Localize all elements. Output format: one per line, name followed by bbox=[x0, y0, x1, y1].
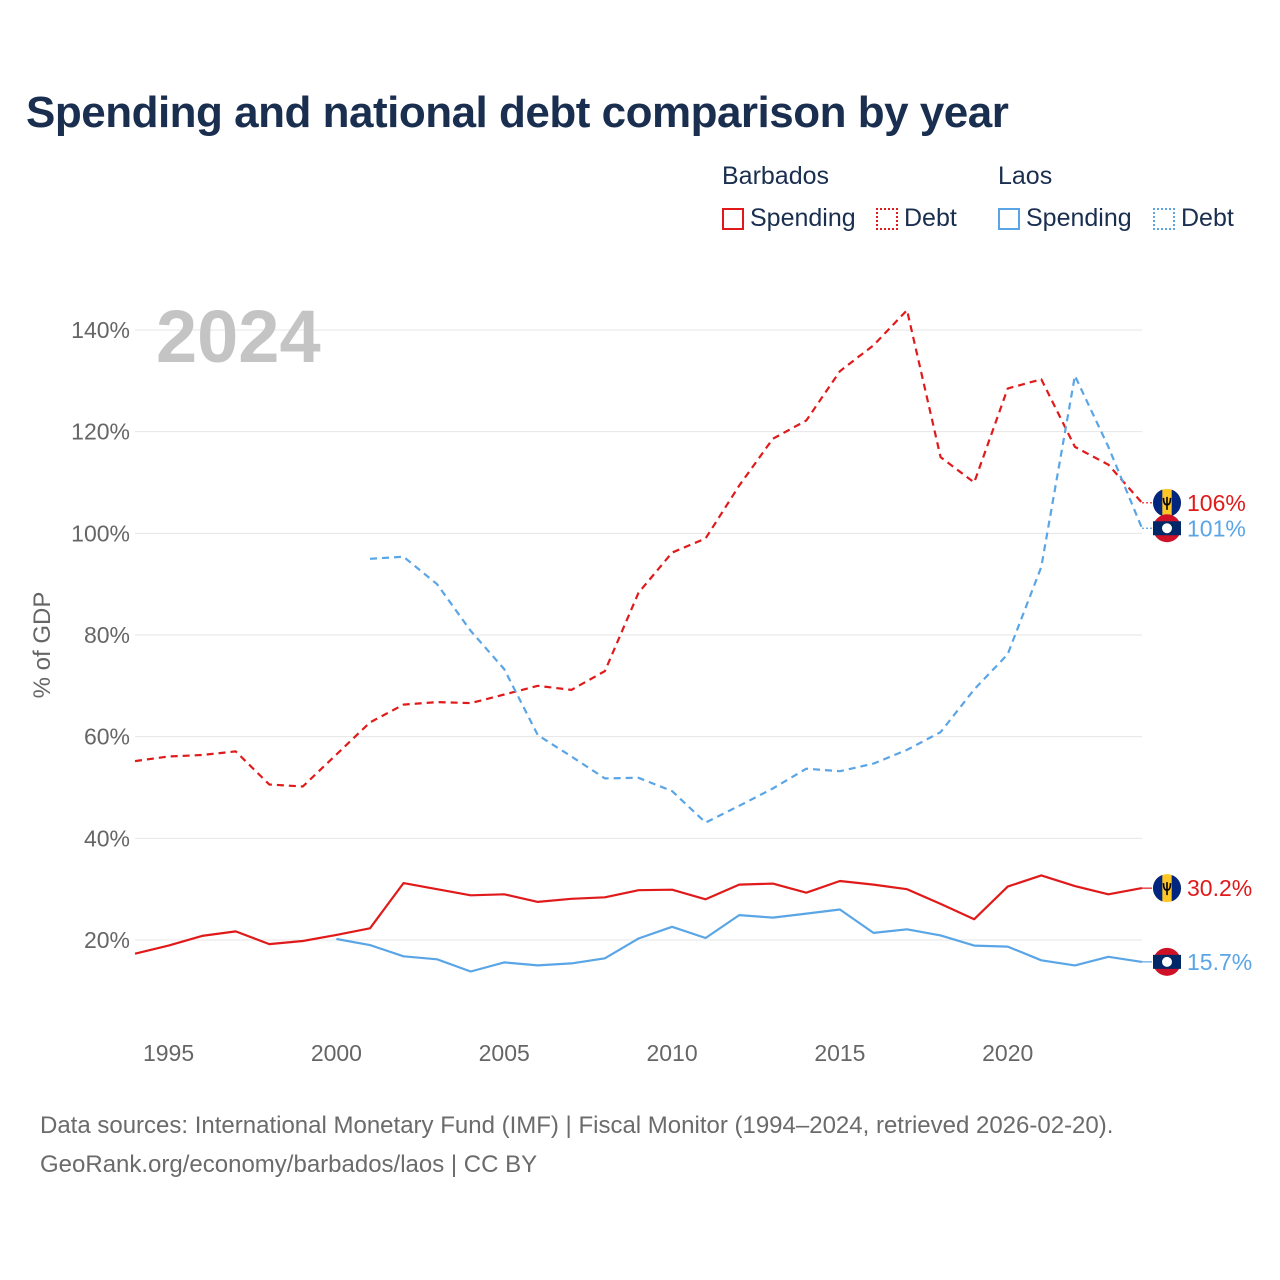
legend-barbados-spending[interactable]: Spending bbox=[722, 204, 856, 233]
series-line-laos-debt bbox=[369, 374, 1144, 824]
legend-label: Spending bbox=[750, 204, 856, 232]
trident-icon bbox=[1162, 496, 1172, 510]
y-axis-ticks: 20% 40% 60% 80% 100% 120% 140% bbox=[71, 317, 130, 953]
barbados-flag-icon bbox=[1152, 874, 1182, 903]
flag-moon bbox=[1162, 523, 1172, 534]
legend-barbados-debt[interactable]: Debt bbox=[876, 204, 957, 233]
end-value-label: 106% bbox=[1187, 490, 1246, 516]
x-tick-label: 2010 bbox=[646, 1040, 697, 1066]
legend-label: Debt bbox=[1181, 204, 1234, 232]
end-value-label: 15.7% bbox=[1187, 949, 1252, 975]
end-value-label: 30.2% bbox=[1187, 875, 1252, 901]
x-axis-ticks: 1995 2000 2005 2010 2015 2020 bbox=[143, 1040, 1033, 1066]
flag-moon bbox=[1162, 956, 1172, 967]
y-axis-label: % of GDP bbox=[29, 592, 56, 699]
chart-title: Spending and national debt comparison by… bbox=[26, 88, 1009, 137]
legend-laos-spending[interactable]: Spending bbox=[998, 204, 1132, 233]
end-value-label: 101% bbox=[1187, 515, 1246, 541]
x-tick-label: 2020 bbox=[982, 1040, 1033, 1066]
legend-label: Spending bbox=[1026, 204, 1132, 232]
y-tick-label: 60% bbox=[84, 724, 130, 750]
legend-swatch-solid-red bbox=[722, 207, 744, 230]
legend-swatch-dotted-blue bbox=[1153, 207, 1175, 230]
y-tick-label: 120% bbox=[71, 419, 130, 445]
series-line-laos-spending bbox=[336, 908, 1143, 973]
series-lines bbox=[134, 309, 1144, 973]
end-labels: 106%101% 30.2% 15.7% bbox=[1142, 488, 1252, 976]
x-tick-label: 2015 bbox=[814, 1040, 865, 1066]
y-tick-label: 80% bbox=[84, 622, 130, 648]
series-line-barbados-spending bbox=[134, 874, 1143, 955]
legend-group-laos: Laos bbox=[998, 162, 1053, 190]
trident-icon bbox=[1162, 882, 1172, 896]
flag-blue-left bbox=[1152, 874, 1163, 902]
legend-swatch-dotted-red bbox=[876, 207, 898, 230]
legend: Barbados Spending Debt Laos Spending Deb… bbox=[0, 162, 1280, 242]
y-tick-label: 100% bbox=[71, 520, 130, 546]
attribution-text: GeoRank.org/economy/barbados/laos | CC B… bbox=[40, 1151, 538, 1178]
x-tick-label: 2005 bbox=[479, 1040, 530, 1066]
y-tick-label: 20% bbox=[84, 927, 130, 953]
flag-blue-left bbox=[1152, 489, 1163, 517]
gridlines bbox=[135, 329, 1142, 941]
barbados-flag-icon bbox=[1152, 488, 1182, 517]
x-tick-label: 2000 bbox=[311, 1040, 362, 1066]
laos-flag-icon bbox=[1153, 514, 1181, 543]
data-source-text: Data sources: International Monetary Fun… bbox=[40, 1112, 1114, 1139]
flag-blue-right bbox=[1171, 489, 1182, 517]
legend-laos-debt[interactable]: Debt bbox=[1153, 204, 1234, 233]
legend-swatch-solid-blue bbox=[998, 207, 1020, 230]
legend-group-barbados: Barbados bbox=[722, 162, 830, 190]
laos-flag-icon bbox=[1153, 947, 1181, 976]
series-line-barbados-debt bbox=[134, 309, 1143, 788]
footer: Data sources: International Monetary Fun… bbox=[40, 1106, 1113, 1184]
x-tick-label: 1995 bbox=[143, 1040, 194, 1066]
legend-label: Debt bbox=[904, 204, 957, 232]
year-watermark: 2024 bbox=[156, 295, 321, 378]
y-tick-label: 140% bbox=[71, 317, 130, 343]
flag-blue-right bbox=[1171, 874, 1182, 902]
y-tick-label: 40% bbox=[84, 825, 130, 851]
